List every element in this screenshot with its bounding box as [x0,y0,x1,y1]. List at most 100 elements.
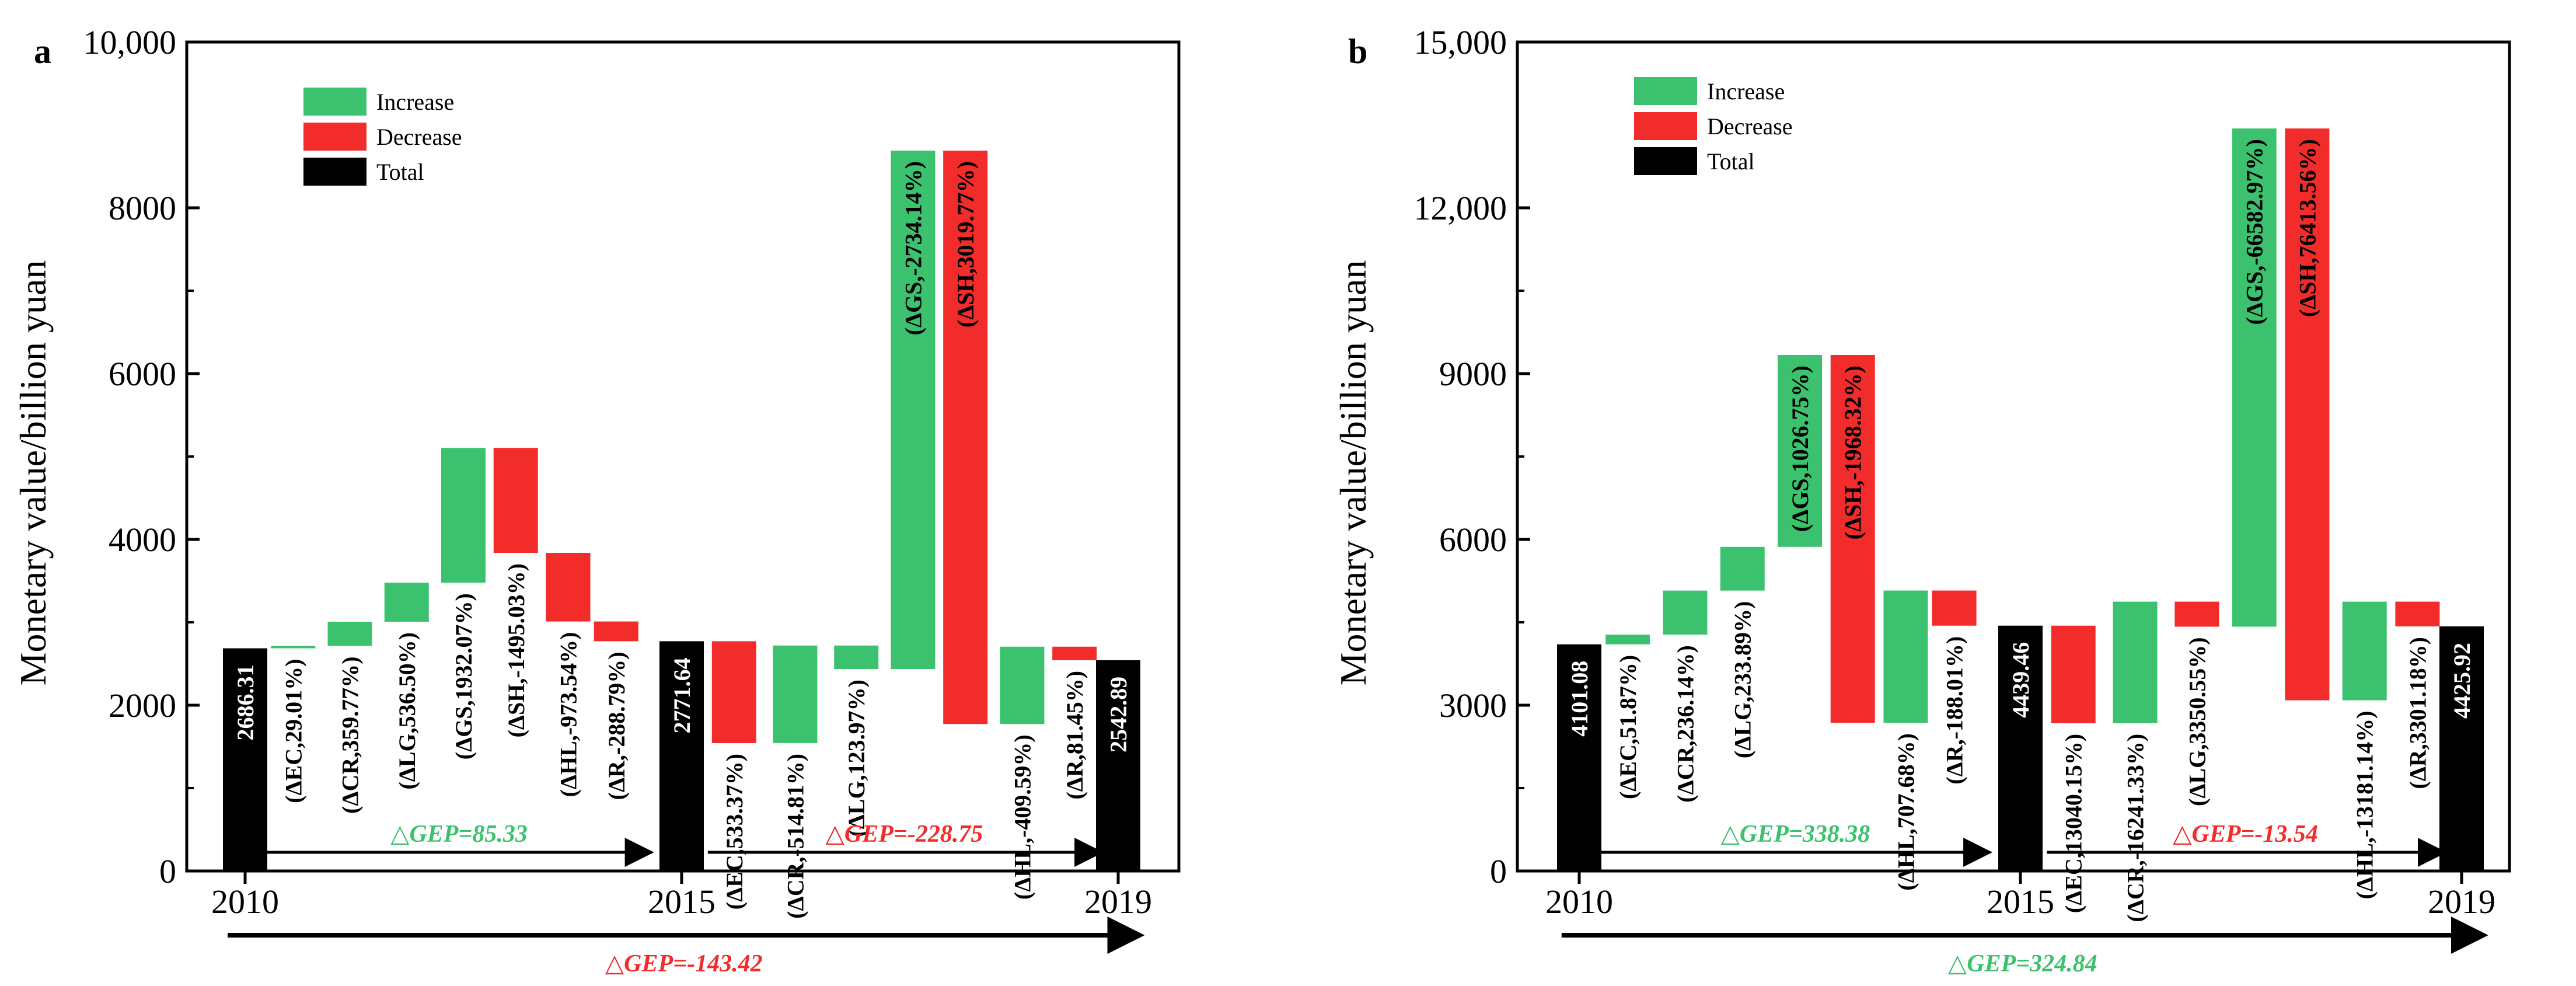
bar-value-label: (ΔLG,536.50%) [394,632,420,790]
bar-increase: (ΔGS,-66582.97%) [2232,128,2277,627]
bar-rect-increase [1605,635,1650,644]
panel-b-arrows: △GEP=338.38 △GEP=-13.54 △GEP=324.84 [1561,821,2488,977]
bar-value-label: (ΔCR,236.14%) [1672,645,1698,803]
bar-value-label: (ΔEC,29.01%) [280,659,306,803]
bar-value-label: 2771.64 [669,657,695,733]
y-tick-label: 10,000 [83,23,177,61]
bar-rect-decrease [2395,601,2440,627]
gep-arrow: △GEP=-13.54 [2047,821,2447,867]
bar-rect-decrease [1052,646,1097,660]
panel-a-legend: Increase Decrease Total [303,88,462,186]
year-tick-label: 2015 [1987,883,2054,921]
y-tick-label: 9000 [1439,355,1507,393]
y-tick-label: 4000 [109,521,176,559]
year-tick-label: 2015 [648,883,715,921]
bar-increase: (ΔLG,536.50%) [384,583,429,790]
bar-rect-decrease [1830,355,1875,723]
legend-total-swatch [1634,147,1697,175]
legend-increase-label: Increase [1707,78,1785,104]
bar-rect-decrease [943,151,988,724]
bar-value-label: (ΔSH,3019.77%) [952,161,979,327]
bar-rect-increase [1778,355,1822,547]
bar-value-label: 4101.08 [1566,661,1593,737]
gep-arrow-label: △GEP=338.38 [1721,821,1870,848]
panel-a-year-ticks: 2010 2015 2019 [211,871,1152,921]
panel-b-y-axis: 0 3000 6000 9000 12,000 15,000 [1414,23,1530,890]
bar-rect-decrease [594,621,638,642]
panel-a-ylabel: Monetary value/billion yuan [12,260,54,686]
gep-arrow: △GEP=-143.42 [228,917,1145,977]
bar-increase: (ΔLG,233.89%) [1720,546,1765,758]
y-tick-label: 8000 [109,189,176,227]
legend-total-swatch [303,158,366,186]
bar-decrease: (ΔEC,533.37%) [711,641,756,910]
panel-a-bars: 2686.31 (ΔEC,29.01%) (ΔCR,359.77%) (ΔLG,536… [223,151,1140,919]
bar-decrease: (ΔLG,3350.55%) [2174,601,2219,806]
bar-increase: (ΔGS,-2734.14%) [891,151,936,670]
bar-value-label: (ΔCR,-16241.33%) [2123,734,2149,922]
bar-value-label: (ΔSH,76413.56%) [2294,139,2320,317]
bar-value-label: 2542.89 [1105,677,1132,752]
year-tick-label: 2010 [1545,883,1613,921]
bar-value-label: (ΔR,-188.01%) [1942,636,1968,785]
panel-a-letter: a [34,32,51,71]
year-tick-label: 2019 [1084,883,1152,921]
bar-value-label: (ΔEC,51.87%) [1615,655,1641,799]
bar-rect-increase [1000,646,1045,724]
bar-value-label: (ΔGS,1026.75%) [1787,365,1813,532]
y-tick-label: 6000 [109,355,176,393]
bar-rect-total [1557,644,1601,871]
bar-decrease: (ΔHL,-973.54%) [546,553,591,797]
bar-rect-increase [773,645,818,743]
bar-total: 2542.89 [1096,660,1140,871]
panel-a-arrows: △GEP=85.33 △GEP=-228.75 △GEP=-143.42 [228,821,1145,977]
bar-value-label: (ΔEC,533.37%) [721,754,748,910]
bar-rect-total [223,648,267,871]
bar-value-label: 2686.31 [232,665,259,741]
bar-rect-increase [384,583,429,622]
bar-value-label: (ΔR,81.45%) [1062,671,1088,800]
bar-value-label: (ΔGS,-2734.14%) [900,161,926,335]
bar-increase: (ΔGS,1932.07%) [441,448,486,759]
bar-value-label: (ΔHL,-409.59%) [1009,734,1035,900]
bar-increase: (ΔHL,-13181.14%) [2342,601,2387,900]
legend-decrease-swatch [1634,112,1697,140]
bar-decrease: (ΔR,-188.01%) [1932,590,1977,785]
legend-decrease-label: Decrease [1707,113,1793,140]
gep-arrow-label: △GEP=-143.42 [605,950,763,977]
bar-rect-total [1096,660,1140,871]
bar-decrease: (ΔR,3301.18%) [2395,601,2440,789]
legend-increase-label: Increase [376,89,454,115]
bar-increase: (ΔCR,-16241.33%) [2113,601,2158,922]
bar-total: 2771.64 [659,641,704,871]
y-tick-label: 0 [1490,852,1507,890]
bar-rect-decrease [2285,128,2330,701]
bar-total: 2686.31 [223,648,267,871]
panel-b: b Monetary value/billion yuan 0 3000 6000 9… [1332,23,2511,977]
bar-rect-increase [2342,601,2387,701]
y-tick-label: 6000 [1439,521,1507,559]
bar-value-label: (ΔGS,-66582.97%) [2242,139,2268,325]
bar-value-label: (ΔHL,-13181.14%) [2352,711,2378,900]
year-tick-label: 2010 [211,883,279,921]
bar-value-label: 4425.92 [2449,643,2475,719]
bar-value-label: (ΔLG,123.97%) [843,680,870,837]
y-tick-label: 2000 [109,687,176,724]
bar-decrease: (ΔSH,3019.77%) [943,151,988,724]
bar-value-label: (ΔR,3301.18%) [2404,637,2431,789]
bar-decrease: (ΔR,81.45%) [1052,646,1097,800]
y-tick-label: 12,000 [1414,189,1507,227]
bar-rect-total [2439,626,2484,871]
bar-increase: (ΔHL,-409.59%) [1000,646,1045,900]
gep-arrow-label: △GEP=-13.54 [2173,821,2318,848]
legend-decrease-label: Decrease [376,124,462,150]
bar-increase: (ΔEC,29.01%) [271,646,316,803]
bar-increase: (ΔGS,1026.75%) [1778,355,1822,547]
gep-arrow-label: △GEP=-228.75 [826,821,983,848]
bar-rect-total [659,641,704,871]
bar-decrease: (ΔSH,-1968.32%) [1830,355,1875,723]
y-tick-label: 3000 [1439,687,1507,724]
bar-increase: (ΔLG,123.97%) [834,645,879,837]
gep-arrow: △GEP=324.84 [1561,917,2488,977]
bar-value-label: (ΔCR,-514.81%) [782,754,808,919]
